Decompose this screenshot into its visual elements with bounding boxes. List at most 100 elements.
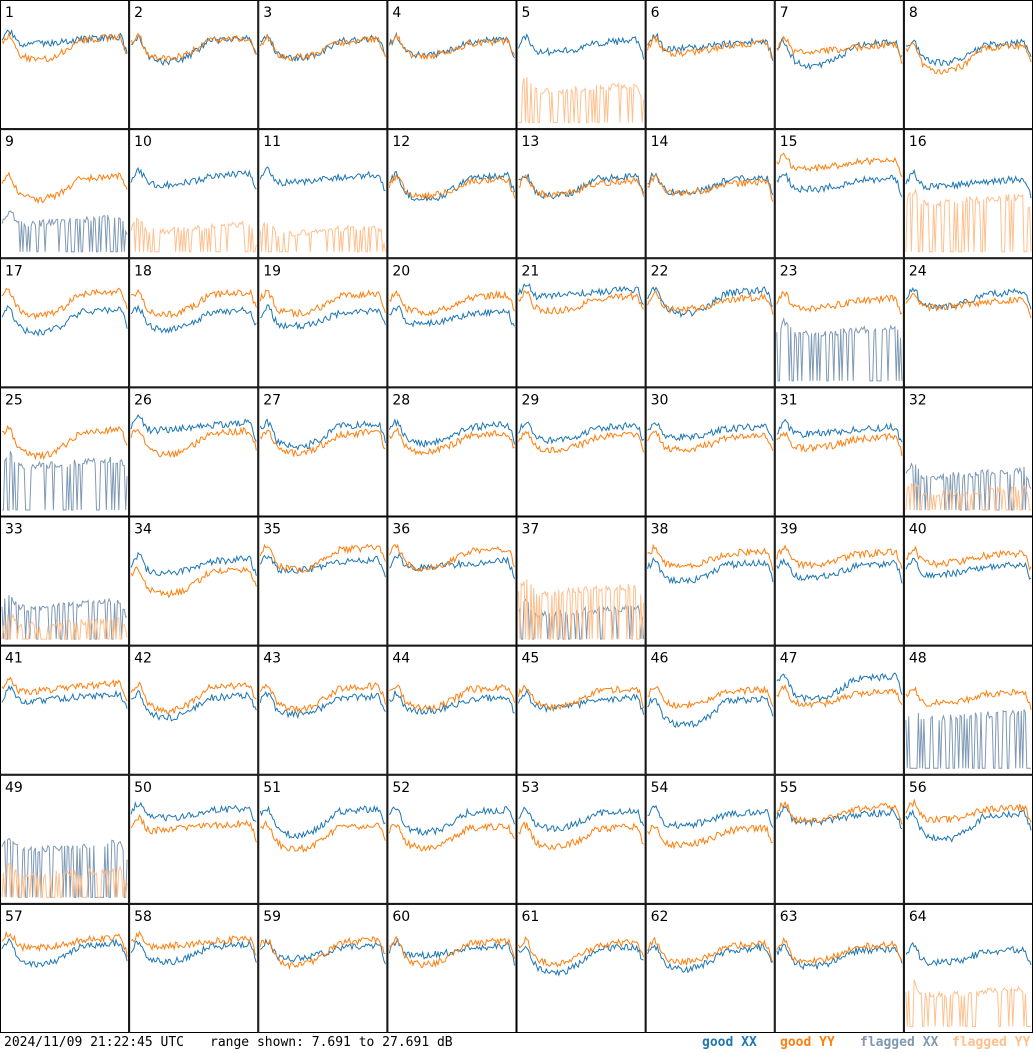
- trace-xx-11: [259, 166, 386, 192]
- panel-frame: [258, 129, 388, 259]
- panel-label: 9: [5, 134, 14, 150]
- trace-yy-21: [518, 290, 644, 315]
- panel-59: 59: [258, 903, 388, 1033]
- panel-label: 12: [392, 134, 410, 150]
- panel-label: 49: [5, 780, 23, 796]
- trace-yy-8: [905, 41, 1032, 75]
- panel-35: 35: [258, 516, 388, 646]
- trace-xx-1: [1, 28, 128, 54]
- panel-12: 12: [387, 129, 517, 259]
- trace-xx-44: [389, 690, 515, 716]
- legend-flagged-xx: flagged XX: [860, 1035, 939, 1050]
- trace-xx-12: [389, 170, 515, 202]
- panel-frame: [258, 516, 388, 646]
- trace-yy-47: [776, 684, 903, 709]
- panel-label: 54: [651, 780, 669, 796]
- trace-yy-18: [130, 288, 257, 319]
- panel-label: 61: [522, 909, 540, 925]
- panel-53: 53: [516, 774, 646, 904]
- trace-xx-9: [1, 210, 128, 253]
- panel-55: 55: [774, 774, 904, 904]
- panel-label: 55: [780, 780, 798, 796]
- panel-40: 40: [903, 516, 1033, 646]
- trace-yy-57: [1, 930, 128, 958]
- trace-yy-19: [259, 289, 386, 319]
- panel-16: 16: [903, 129, 1033, 259]
- trace-xx-24: [905, 287, 1032, 311]
- panel-54: 54: [645, 774, 775, 904]
- trace-xx-55: [776, 805, 903, 830]
- trace-yy-36: [388, 543, 515, 573]
- trace-yy-25: [1, 424, 128, 461]
- panel-23: 23: [774, 258, 904, 388]
- panel-47: 47: [774, 645, 904, 775]
- trace-yy-38: [647, 543, 774, 571]
- panel-label: 62: [651, 909, 669, 925]
- trace-yy-15: [776, 152, 903, 177]
- panel-7: 7: [774, 0, 904, 130]
- panel-11: 11: [258, 129, 388, 259]
- trace-yy-32: [905, 481, 1031, 511]
- panel-frame: [516, 258, 646, 388]
- panel-52: 52: [387, 774, 517, 904]
- panel-37: 37: [516, 516, 646, 646]
- panel-36: 36: [387, 516, 517, 646]
- trace-xx-29: [518, 421, 644, 445]
- range-text: range shown: 7.691 to 27.691 dB: [210, 1035, 453, 1050]
- panel-frame: [387, 516, 517, 646]
- trace-yy-24: [905, 293, 1032, 319]
- panel-label: 56: [909, 780, 927, 796]
- trace-xx-49: [1, 837, 128, 898]
- panel-frame: [129, 516, 259, 646]
- trace-yy-12: [388, 172, 515, 201]
- trace-xx-40: [905, 557, 1032, 580]
- trace-xx-10: [130, 167, 257, 190]
- trace-xx-38: [647, 557, 774, 585]
- trace-xx-37: [518, 598, 645, 640]
- panel-label: 1: [5, 5, 14, 21]
- trace-yy-20: [389, 289, 515, 317]
- trace-xx-52: [388, 806, 515, 837]
- trace-yy-46: [647, 685, 774, 710]
- panel-frame: [129, 774, 259, 904]
- panel-64: 64: [903, 903, 1033, 1033]
- trace-yy-31: [776, 431, 903, 456]
- legend-good-yy: good YY: [780, 1035, 835, 1050]
- trace-yy-44: [389, 683, 515, 713]
- trace-yy-61: [518, 936, 645, 968]
- panel-45: 45: [516, 645, 646, 775]
- legend-good-xx: good XX: [702, 1035, 757, 1050]
- panel-51: 51: [258, 774, 388, 904]
- panel-50: 50: [129, 774, 259, 904]
- panel-label: 16: [909, 134, 927, 150]
- panel-4: 4: [387, 0, 517, 130]
- panel-label: 21: [522, 263, 540, 279]
- trace-yy-29: [518, 430, 645, 454]
- panel-label: 19: [263, 263, 281, 279]
- trace-yy-9: [1, 171, 128, 205]
- panel-frame: [0, 903, 130, 1033]
- panel-21: 21: [516, 258, 646, 388]
- trace-xx-46: [647, 695, 774, 729]
- trace-yy-40: [905, 545, 1032, 572]
- panel-frame: [774, 903, 904, 1033]
- panel-frame: [258, 903, 388, 1033]
- trace-yy-28: [388, 426, 515, 456]
- panel-60: 60: [387, 903, 517, 1033]
- trace-xx-22: [647, 286, 773, 318]
- panel-label: 37: [522, 522, 540, 538]
- trace-xx-34: [130, 551, 257, 577]
- panel-label: 51: [263, 780, 281, 796]
- trace-yy-43: [259, 682, 386, 714]
- trace-xx-45: [518, 688, 645, 715]
- panel-frame: [129, 0, 259, 130]
- panel-label: 64: [909, 909, 927, 925]
- panel-63: 63: [774, 903, 904, 1033]
- panel-frame: [516, 0, 646, 130]
- trace-xx-48: [905, 709, 1031, 769]
- trace-xx-60: [388, 937, 515, 966]
- trace-yy-35: [259, 543, 386, 573]
- trace-yy-45: [518, 684, 645, 712]
- panel-frame: [774, 129, 904, 259]
- trace-yy-22: [647, 290, 774, 315]
